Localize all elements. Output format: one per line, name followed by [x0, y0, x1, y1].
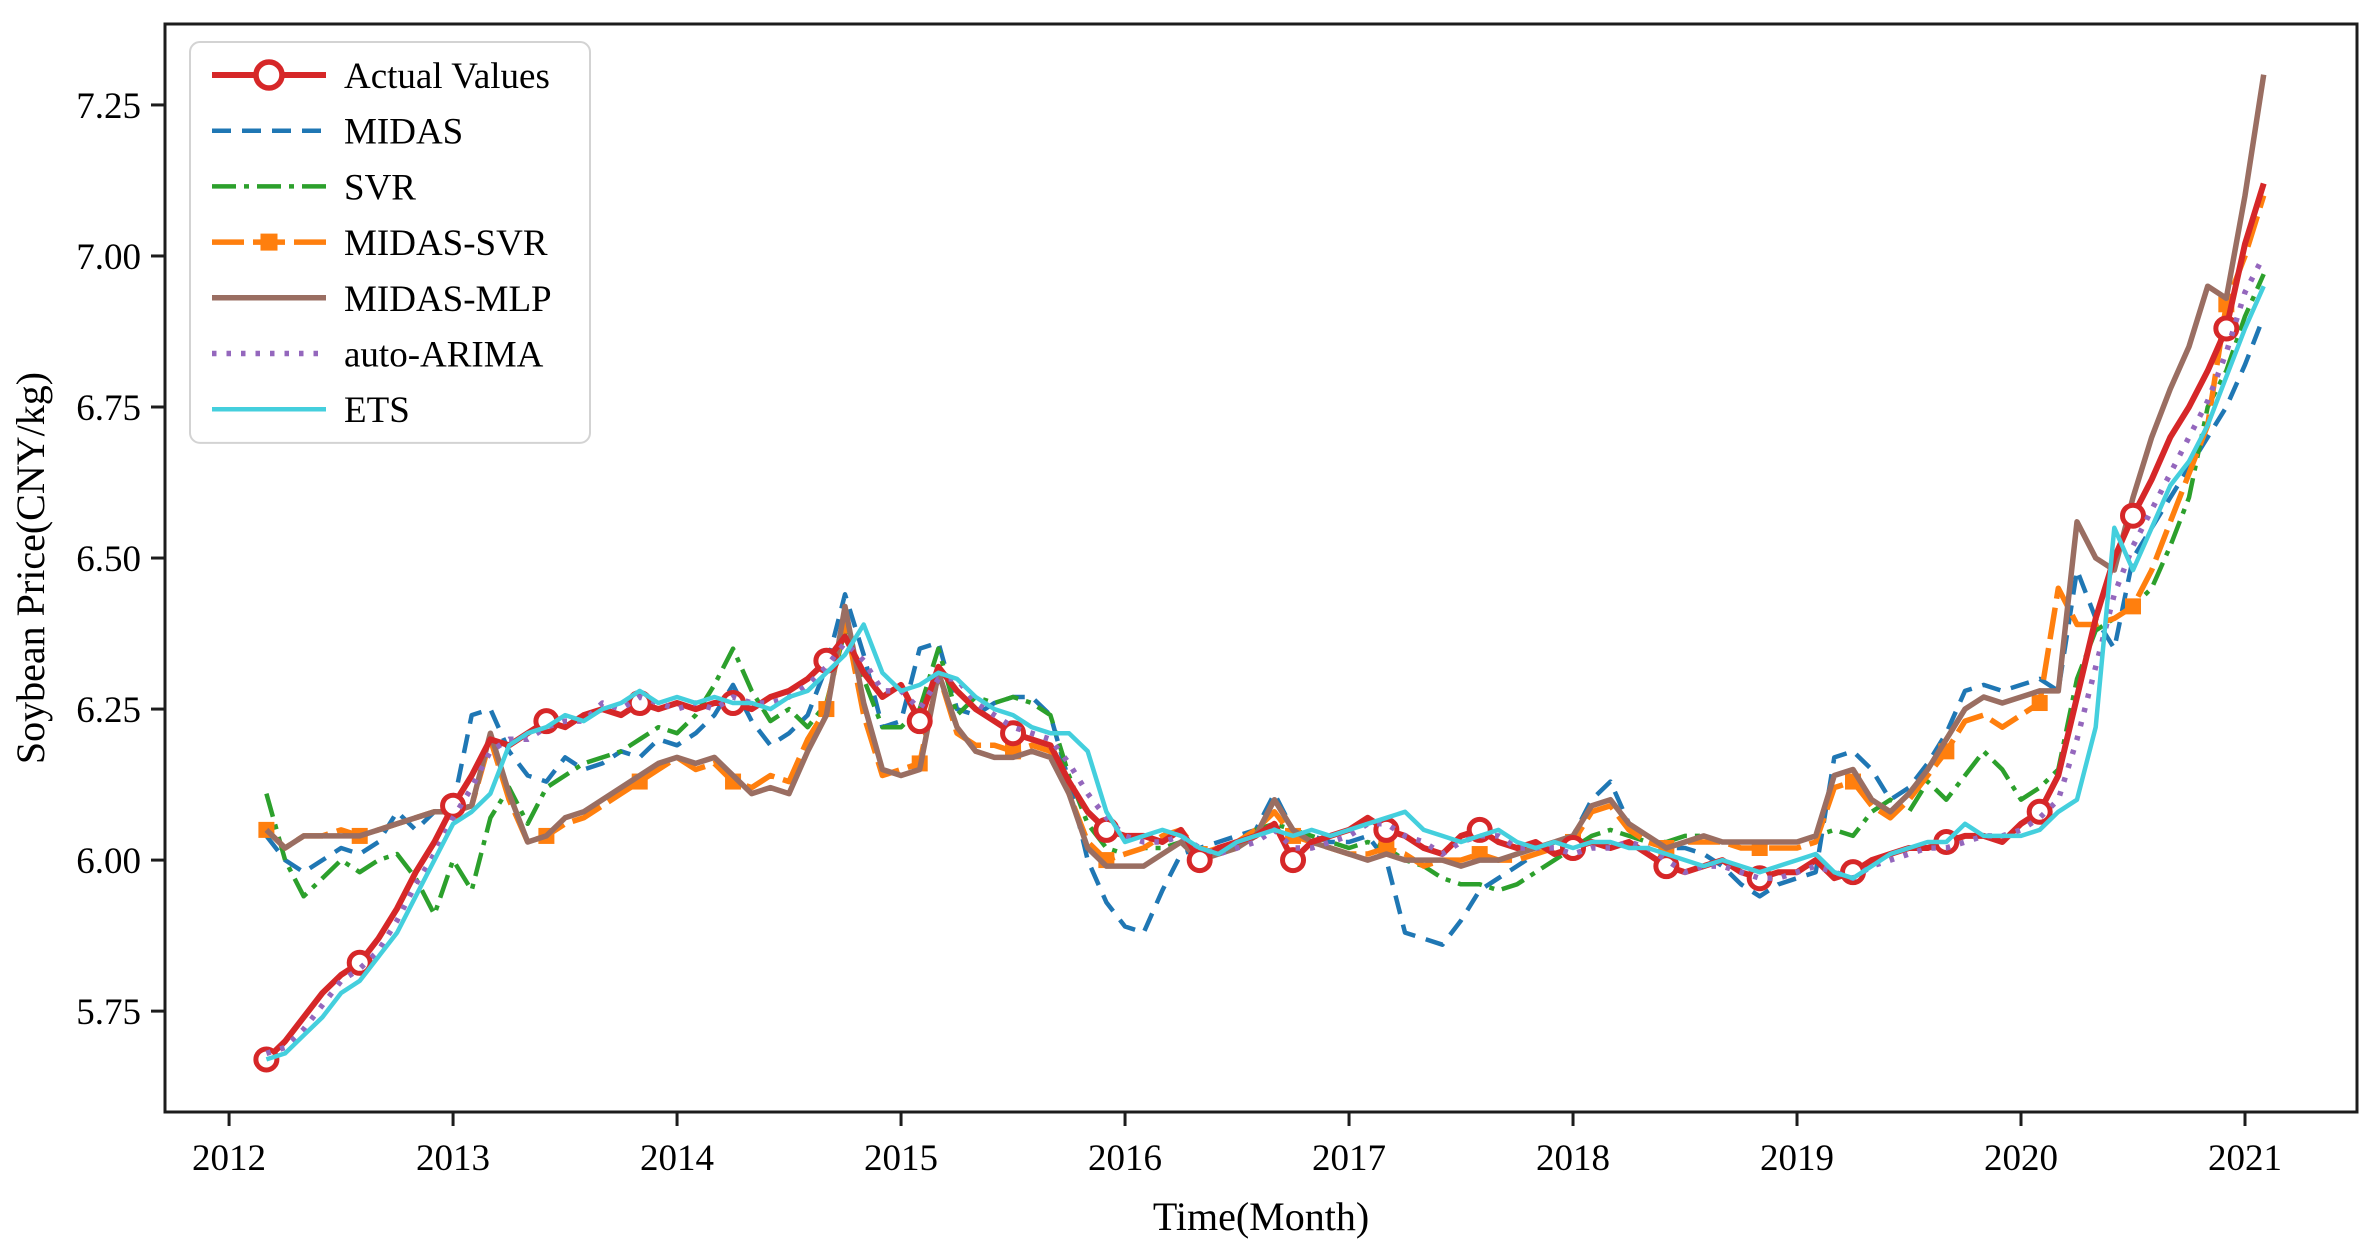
y-tick-label: 7.00 [76, 237, 141, 278]
marker-circle [906, 708, 933, 735]
series-line-auto-arima [265, 254, 2267, 1057]
x-tick-label: 2021 [2208, 1138, 2282, 1179]
legend-box [189, 41, 591, 444]
legend-label: MIDAS-SVR [344, 223, 548, 264]
legend-marker-square [260, 233, 278, 251]
marker-circle [253, 1046, 280, 1073]
x-tick-label: 2012 [192, 1138, 266, 1179]
plot-frame [163, 22, 2359, 1114]
marker-circle [2026, 798, 2053, 825]
legend-label: MIDAS-MLP [344, 279, 552, 320]
legend-item-midas-svr: MIDAS-SVR [212, 223, 548, 264]
x-tick-label: 2015 [864, 1138, 938, 1179]
y-tick-label: 7.25 [76, 86, 141, 127]
series-midas-mlp [264, 74, 2267, 869]
legend: Actual Values MIDAS SVR MIDAS-SVR MIDAS-MLP a… [189, 41, 591, 444]
legend-label: auto-ARIMA [344, 334, 544, 375]
legend-item-actual-values: Actual Values [212, 56, 550, 97]
x-tick-label: 2017 [1312, 1138, 1386, 1179]
marker-circle [346, 949, 373, 976]
legend-item-svr: SVR [212, 167, 416, 208]
marker-square [1378, 840, 1395, 857]
legend-item-ets: ETS [212, 390, 410, 431]
series-midas [264, 315, 2266, 947]
y-tick-label: 5.75 [76, 992, 141, 1033]
legend-label: Actual Values [344, 56, 550, 97]
y-tick-label: 6.25 [76, 690, 141, 731]
x-tick-label: 2013 [416, 1138, 490, 1179]
y-tick-label: 6.50 [76, 539, 141, 580]
legend-item-midas: MIDAS [212, 112, 463, 153]
marker-square [2125, 598, 2142, 615]
y-axis-label: Soybean Price(CNY/kg) [8, 372, 53, 764]
x-tick-label: 2019 [1760, 1138, 1834, 1179]
series-ets [265, 285, 2266, 1062]
marker-circle [1000, 720, 1027, 747]
legend-marker-circle [253, 59, 285, 91]
marker-circle [2120, 502, 2147, 529]
x-tick-label: 2020 [1984, 1138, 2058, 1179]
x-axis-label: Time(Month) [1153, 1194, 1369, 1239]
legend-label: SVR [344, 167, 416, 208]
legend-item-midas-mlp: MIDAS-MLP [212, 279, 552, 320]
legend-label: MIDAS [344, 112, 463, 153]
series-auto-arima [265, 254, 2267, 1057]
series-line-ets [265, 285, 2266, 1062]
legend-label: ETS [344, 390, 410, 431]
series-line-midas [264, 315, 2266, 947]
marker-square [2031, 695, 2048, 712]
x-tick-label: 2016 [1088, 1138, 1162, 1179]
x-tick-label: 2018 [1536, 1138, 1610, 1179]
axes: 2012 2013 2014 2015 2016 2017 2018 2019 2020 2021… [8, 86, 2282, 1239]
marker-circle [1280, 847, 1307, 874]
y-tick-label: 6.75 [76, 388, 141, 429]
x-tick-label: 2014 [640, 1138, 714, 1179]
series-line-midas-mlp [264, 74, 2267, 869]
y-tick-label: 6.00 [76, 841, 141, 882]
legend-item-auto-arima: auto-ARIMA [212, 334, 544, 375]
